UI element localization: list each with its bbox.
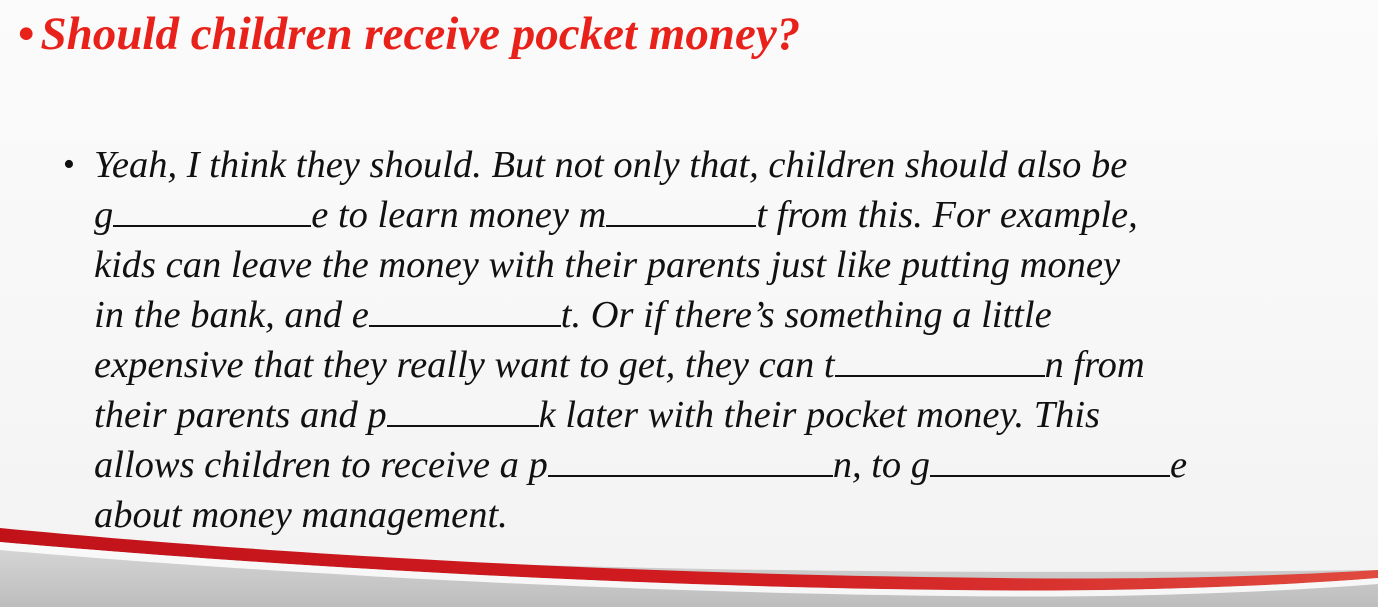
answer-blank[interactable]	[547, 445, 833, 477]
paragraph: • Yeah, I think they should. But not onl…	[63, 140, 1354, 540]
text-line-7: allows children to receive a p n, to g e	[94, 440, 1354, 490]
line-text: in the bank, and e	[94, 294, 369, 336]
line-text: allows children to receive a p	[94, 444, 548, 486]
title-text: Should children receive pocket money?	[40, 8, 801, 60]
text-line-8: about money management.	[94, 490, 1354, 540]
text-line-1: Yeah, I think they should. But not only …	[94, 140, 1354, 190]
text-line-3: kids can leave the money with their pare…	[94, 240, 1354, 290]
answer-blank[interactable]	[606, 195, 757, 227]
text-line-4: in the bank, and e t. Or if there’s somet…	[94, 290, 1354, 340]
text-line-6: their parents and p k later with their po…	[94, 390, 1354, 440]
title-bullet: •	[18, 8, 35, 60]
line-text: t. Or if there’s something a little	[560, 294, 1052, 336]
text-line-2: g e to learn money m t from this. For exam…	[94, 190, 1354, 240]
line-text: e to learn money m	[311, 194, 607, 236]
line-text: k later with their pocket money. This	[538, 394, 1101, 436]
answer-blank[interactable]	[386, 395, 539, 427]
red-swoosh	[0, 528, 1378, 591]
line-text: expensive that they really want to get, …	[94, 344, 835, 386]
line-text: n from	[1044, 344, 1145, 386]
slide-title: • Should children receive pocket money?	[18, 6, 800, 62]
line-text: Yeah, I think they should. But not only …	[94, 144, 1128, 186]
line-text: t from this. For example,	[756, 194, 1138, 236]
text-line-5: expensive that they really want to get, …	[94, 340, 1354, 390]
white-highlight	[0, 542, 1378, 597]
answer-blank[interactable]	[113, 195, 312, 227]
footer-swoosh	[0, 528, 1378, 607]
line-text: their parents and p	[94, 394, 387, 436]
line-text: about money management.	[94, 494, 508, 536]
answer-blank[interactable]	[834, 345, 1045, 377]
answer-blank[interactable]	[368, 295, 561, 327]
answer-blank[interactable]	[930, 445, 1171, 477]
paragraph-bullet: •	[63, 146, 75, 183]
line-text: n, to g	[832, 444, 931, 486]
line-text: e	[1170, 444, 1188, 486]
line-text: kids can leave the money with their pare…	[94, 244, 1121, 286]
line-text: g	[94, 194, 114, 236]
